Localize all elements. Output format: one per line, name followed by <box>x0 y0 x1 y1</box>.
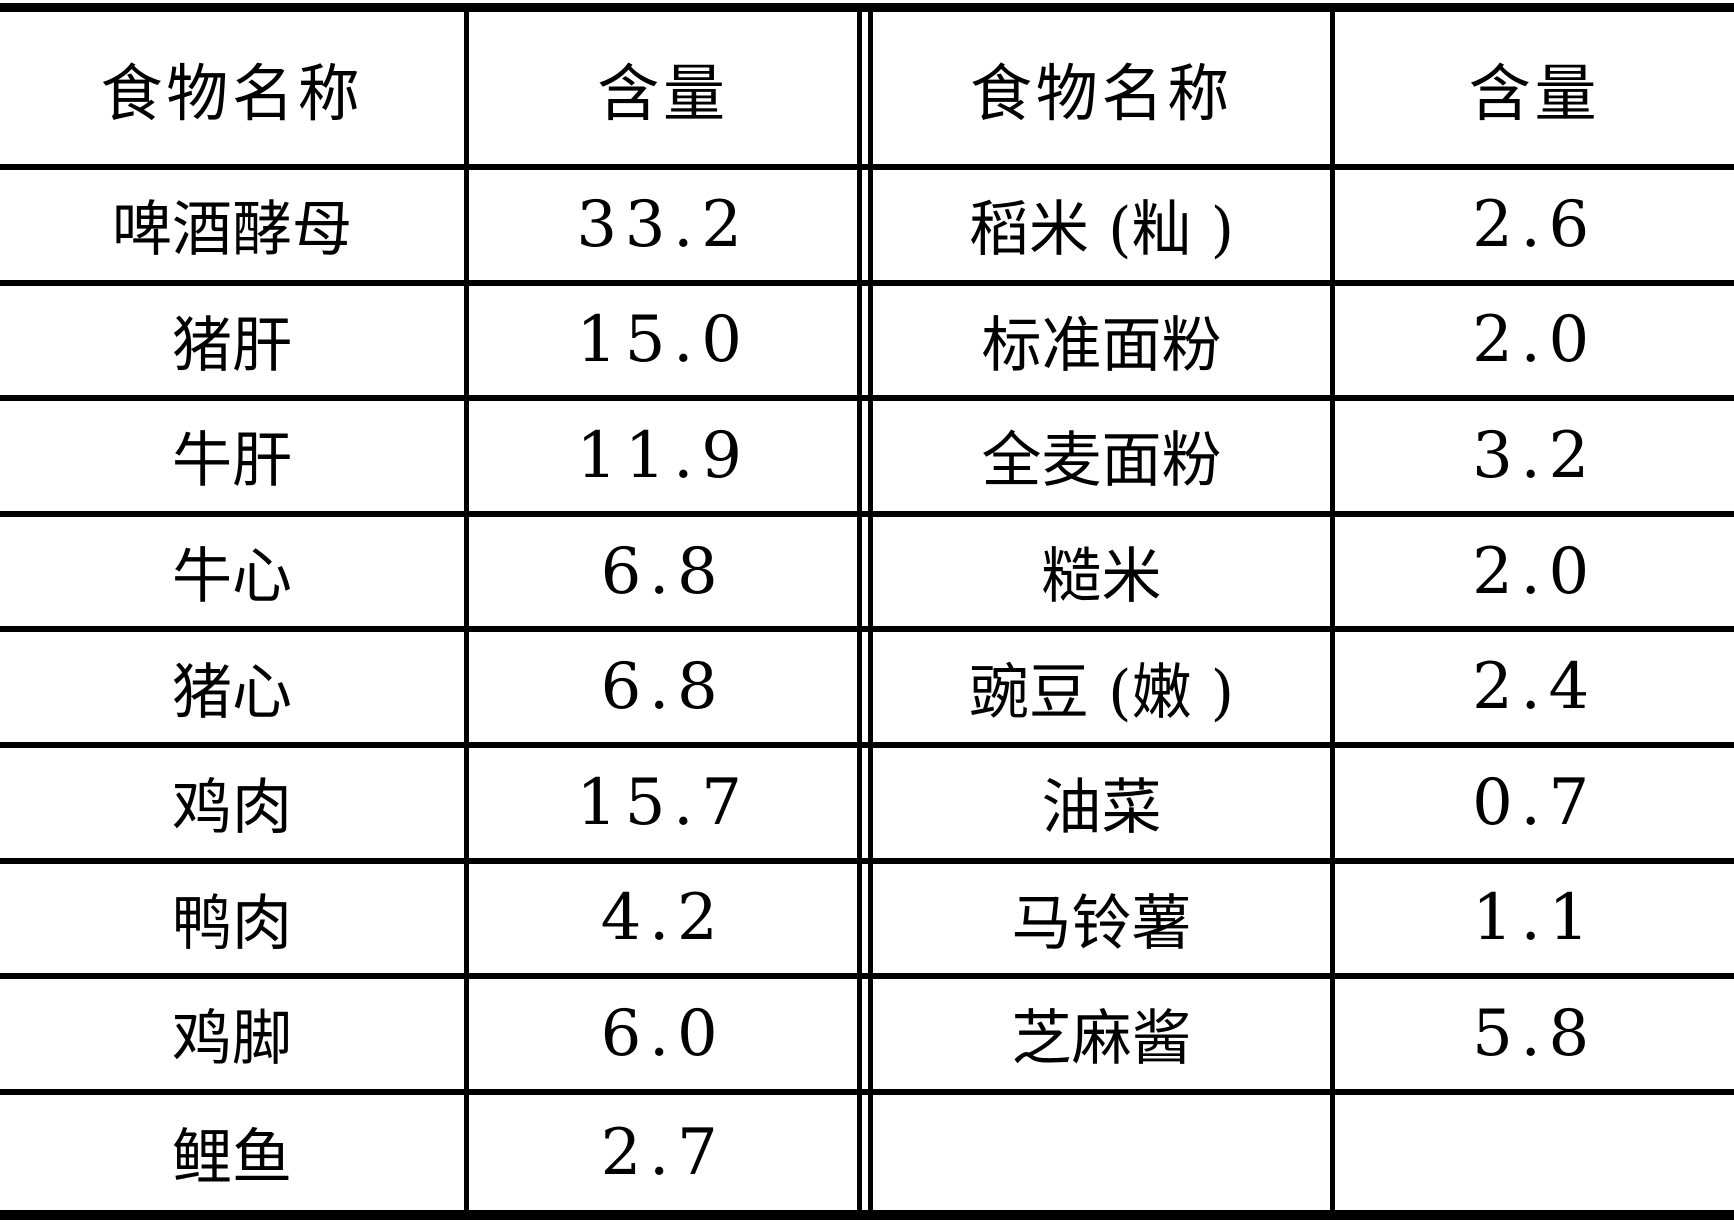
left-name-cell: 牛心 <box>0 517 464 633</box>
left-value-cell: 6.0 <box>464 979 857 1095</box>
right-value-cell: 2.0 <box>1330 516 1734 633</box>
left-name-cell: 鸡肉 <box>0 748 464 864</box>
right-value-cell: 2.6 <box>1330 170 1734 286</box>
right-name-cell: 芝麻酱 <box>873 979 1330 1095</box>
center-divider <box>857 632 873 748</box>
center-divider <box>857 979 873 1095</box>
left-value-cell: 33.2 <box>464 170 857 286</box>
left-name-cell: 猪心 <box>0 632 464 748</box>
right-name-cell: 油菜 <box>873 748 1330 864</box>
left-name-cell: 鸡脚 <box>0 979 464 1095</box>
right-name-cell: 全麦面粉 <box>873 401 1330 517</box>
left-value-cell: 4.2 <box>464 863 857 980</box>
right-value-cell: 5.8 <box>1330 979 1734 1095</box>
right-header-value: 含量 <box>1330 12 1734 170</box>
left-value-cell: 15.0 <box>464 285 857 402</box>
center-divider <box>857 516 873 633</box>
left-name-cell: 猪肝 <box>0 286 464 402</box>
center-divider <box>857 285 873 402</box>
left-header-name: 食物名称 <box>0 12 464 170</box>
right-name-cell: 马铃薯 <box>873 864 1330 980</box>
right-value-cell: 0.7 <box>1330 747 1734 864</box>
right-name-cell <box>873 1095 1330 1211</box>
left-name-cell: 牛肝 <box>0 401 464 517</box>
right-header-name: 食物名称 <box>873 12 1330 170</box>
left-value-cell: 6.8 <box>464 632 857 748</box>
right-value-cell: 2.4 <box>1330 632 1734 748</box>
left-value-cell: 6.8 <box>464 516 857 633</box>
left-name-cell: 啤酒酵母 <box>0 170 464 286</box>
left-value-cell: 11.9 <box>464 401 857 517</box>
center-divider <box>857 1094 873 1211</box>
right-value-cell: 2.0 <box>1330 285 1734 402</box>
center-divider <box>857 747 873 864</box>
left-name-cell: 鲤鱼 <box>172 1123 292 1194</box>
right-value-cell: 3.2 <box>1330 401 1734 517</box>
right-name-cell: 糙米 <box>873 517 1330 633</box>
left-value-cell: 2.7 <box>464 1094 857 1211</box>
left-value-cell: 15.7 <box>464 747 857 864</box>
right-name-cell: 豌豆 (嫩 ) <box>873 632 1330 748</box>
food-content-table: 食物名称 含量 食物名称 含量 啤酒酵母 33.2 稻米 (籼 ) 2.6 猪肝… <box>0 3 1734 1221</box>
right-value-cell: 1.1 <box>1330 863 1734 980</box>
center-divider <box>857 12 873 170</box>
right-name-cell: 稻米 (籼 ) <box>873 170 1330 286</box>
center-divider <box>857 401 873 517</box>
right-name-cell: 标准面粉 <box>873 286 1330 402</box>
center-divider <box>857 863 873 980</box>
left-header-value: 含量 <box>464 12 857 170</box>
left-name-cell: 鸭肉 <box>0 864 464 980</box>
right-value-cell <box>1330 1094 1734 1211</box>
center-divider <box>857 170 873 286</box>
